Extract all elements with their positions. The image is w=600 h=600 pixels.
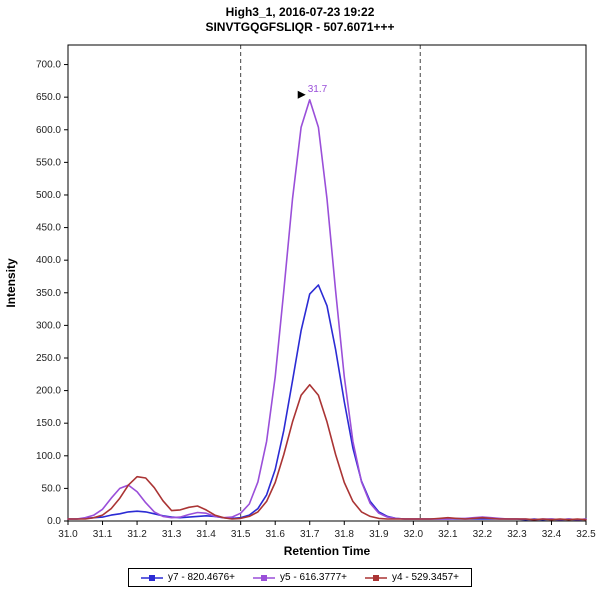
legend-label-y7: y7 - 820.4676+ [168, 572, 235, 583]
peak-annotation-label: 31.7 [308, 84, 328, 95]
chart-titles: High3_1, 2016-07-23 19:22 SINVTGQGFSLIQR… [0, 0, 600, 35]
legend-item-y5: y5 - 616.3777+ [253, 572, 347, 583]
legend-item-y4: y4 - 529.3457+ [365, 572, 459, 583]
svg-text:31.1: 31.1 [93, 529, 113, 540]
svg-text:32.5: 32.5 [576, 529, 596, 540]
svg-text:550.0: 550.0 [36, 157, 61, 168]
y-axis-ticks: 0.0 50.0 100.0 150.0 200.0 250.0 300.0 350.0 400… [36, 60, 68, 527]
chart-subtitle: SINVTGQGFSLIQR - 507.6071+++ [205, 20, 395, 34]
chromatogram-chart: 0.0 50.0 100.0 150.0 200.0 250.0 300.0 350.0 400… [0, 35, 600, 568]
svg-text:300.0: 300.0 [36, 320, 61, 331]
y-axis-title: Intensity [4, 258, 18, 308]
svg-text:31.3: 31.3 [162, 529, 182, 540]
svg-text:250.0: 250.0 [36, 353, 61, 364]
svg-text:150.0: 150.0 [36, 418, 61, 429]
legend-marker-y5-icon [253, 574, 275, 581]
svg-text:50.0: 50.0 [42, 483, 62, 494]
plot-border [67, 44, 587, 522]
svg-text:400.0: 400.0 [36, 255, 61, 266]
legend-label-y4: y4 - 529.3457+ [392, 572, 459, 583]
x-axis-title: Retention Time [284, 544, 371, 558]
legend-marker-y7-icon [141, 574, 163, 581]
svg-text:650.0: 650.0 [36, 92, 61, 103]
legend-marker-y4-icon [365, 574, 387, 581]
svg-text:600.0: 600.0 [36, 125, 61, 136]
legend-label-y5: y5 - 616.3777+ [280, 572, 347, 583]
svg-text:31.7: 31.7 [300, 529, 320, 540]
svg-text:500.0: 500.0 [36, 190, 61, 201]
svg-text:450.0: 450.0 [36, 223, 61, 234]
svg-text:32.1: 32.1 [438, 529, 458, 540]
peak-apex-arrow-icon [297, 90, 306, 99]
legend-container: y7 - 820.4676+ y5 - 616.3777+ y4 - 529.3… [0, 568, 600, 587]
svg-text:31.6: 31.6 [265, 529, 285, 540]
svg-text:32.2: 32.2 [473, 529, 493, 540]
legend: y7 - 820.4676+ y5 - 616.3777+ y4 - 529.3… [128, 568, 472, 587]
series-line-y4[interactable] [67, 383, 587, 521]
svg-text:31.5: 31.5 [231, 529, 251, 540]
plot-area[interactable]: 0.0 50.0 100.0 150.0 200.0 250.0 300.0 350.0 400… [0, 35, 600, 563]
svg-text:31.0: 31.0 [58, 529, 78, 540]
svg-text:31.4: 31.4 [196, 529, 216, 540]
x-axis-ticks: 31.0 31.1 31.2 31.3 31.4 31.5 31.6 31.7 31.8 31.9… [58, 521, 596, 540]
svg-text:31.2: 31.2 [127, 529, 147, 540]
svg-text:31.9: 31.9 [369, 529, 389, 540]
svg-text:100.0: 100.0 [36, 451, 61, 462]
svg-text:31.8: 31.8 [335, 529, 355, 540]
svg-text:0.0: 0.0 [47, 516, 61, 527]
legend-item-y7: y7 - 820.4676+ [141, 572, 235, 583]
svg-text:200.0: 200.0 [36, 386, 61, 397]
svg-text:350.0: 350.0 [36, 288, 61, 299]
chart-title: High3_1, 2016-07-23 19:22 [225, 5, 375, 19]
svg-text:32.0: 32.0 [404, 529, 424, 540]
svg-text:32.3: 32.3 [507, 529, 527, 540]
series-line-y7[interactable] [67, 284, 587, 521]
svg-text:700.0: 700.0 [36, 60, 61, 71]
integration-boundaries[interactable] [240, 45, 421, 521]
svg-text:32.4: 32.4 [542, 529, 562, 540]
